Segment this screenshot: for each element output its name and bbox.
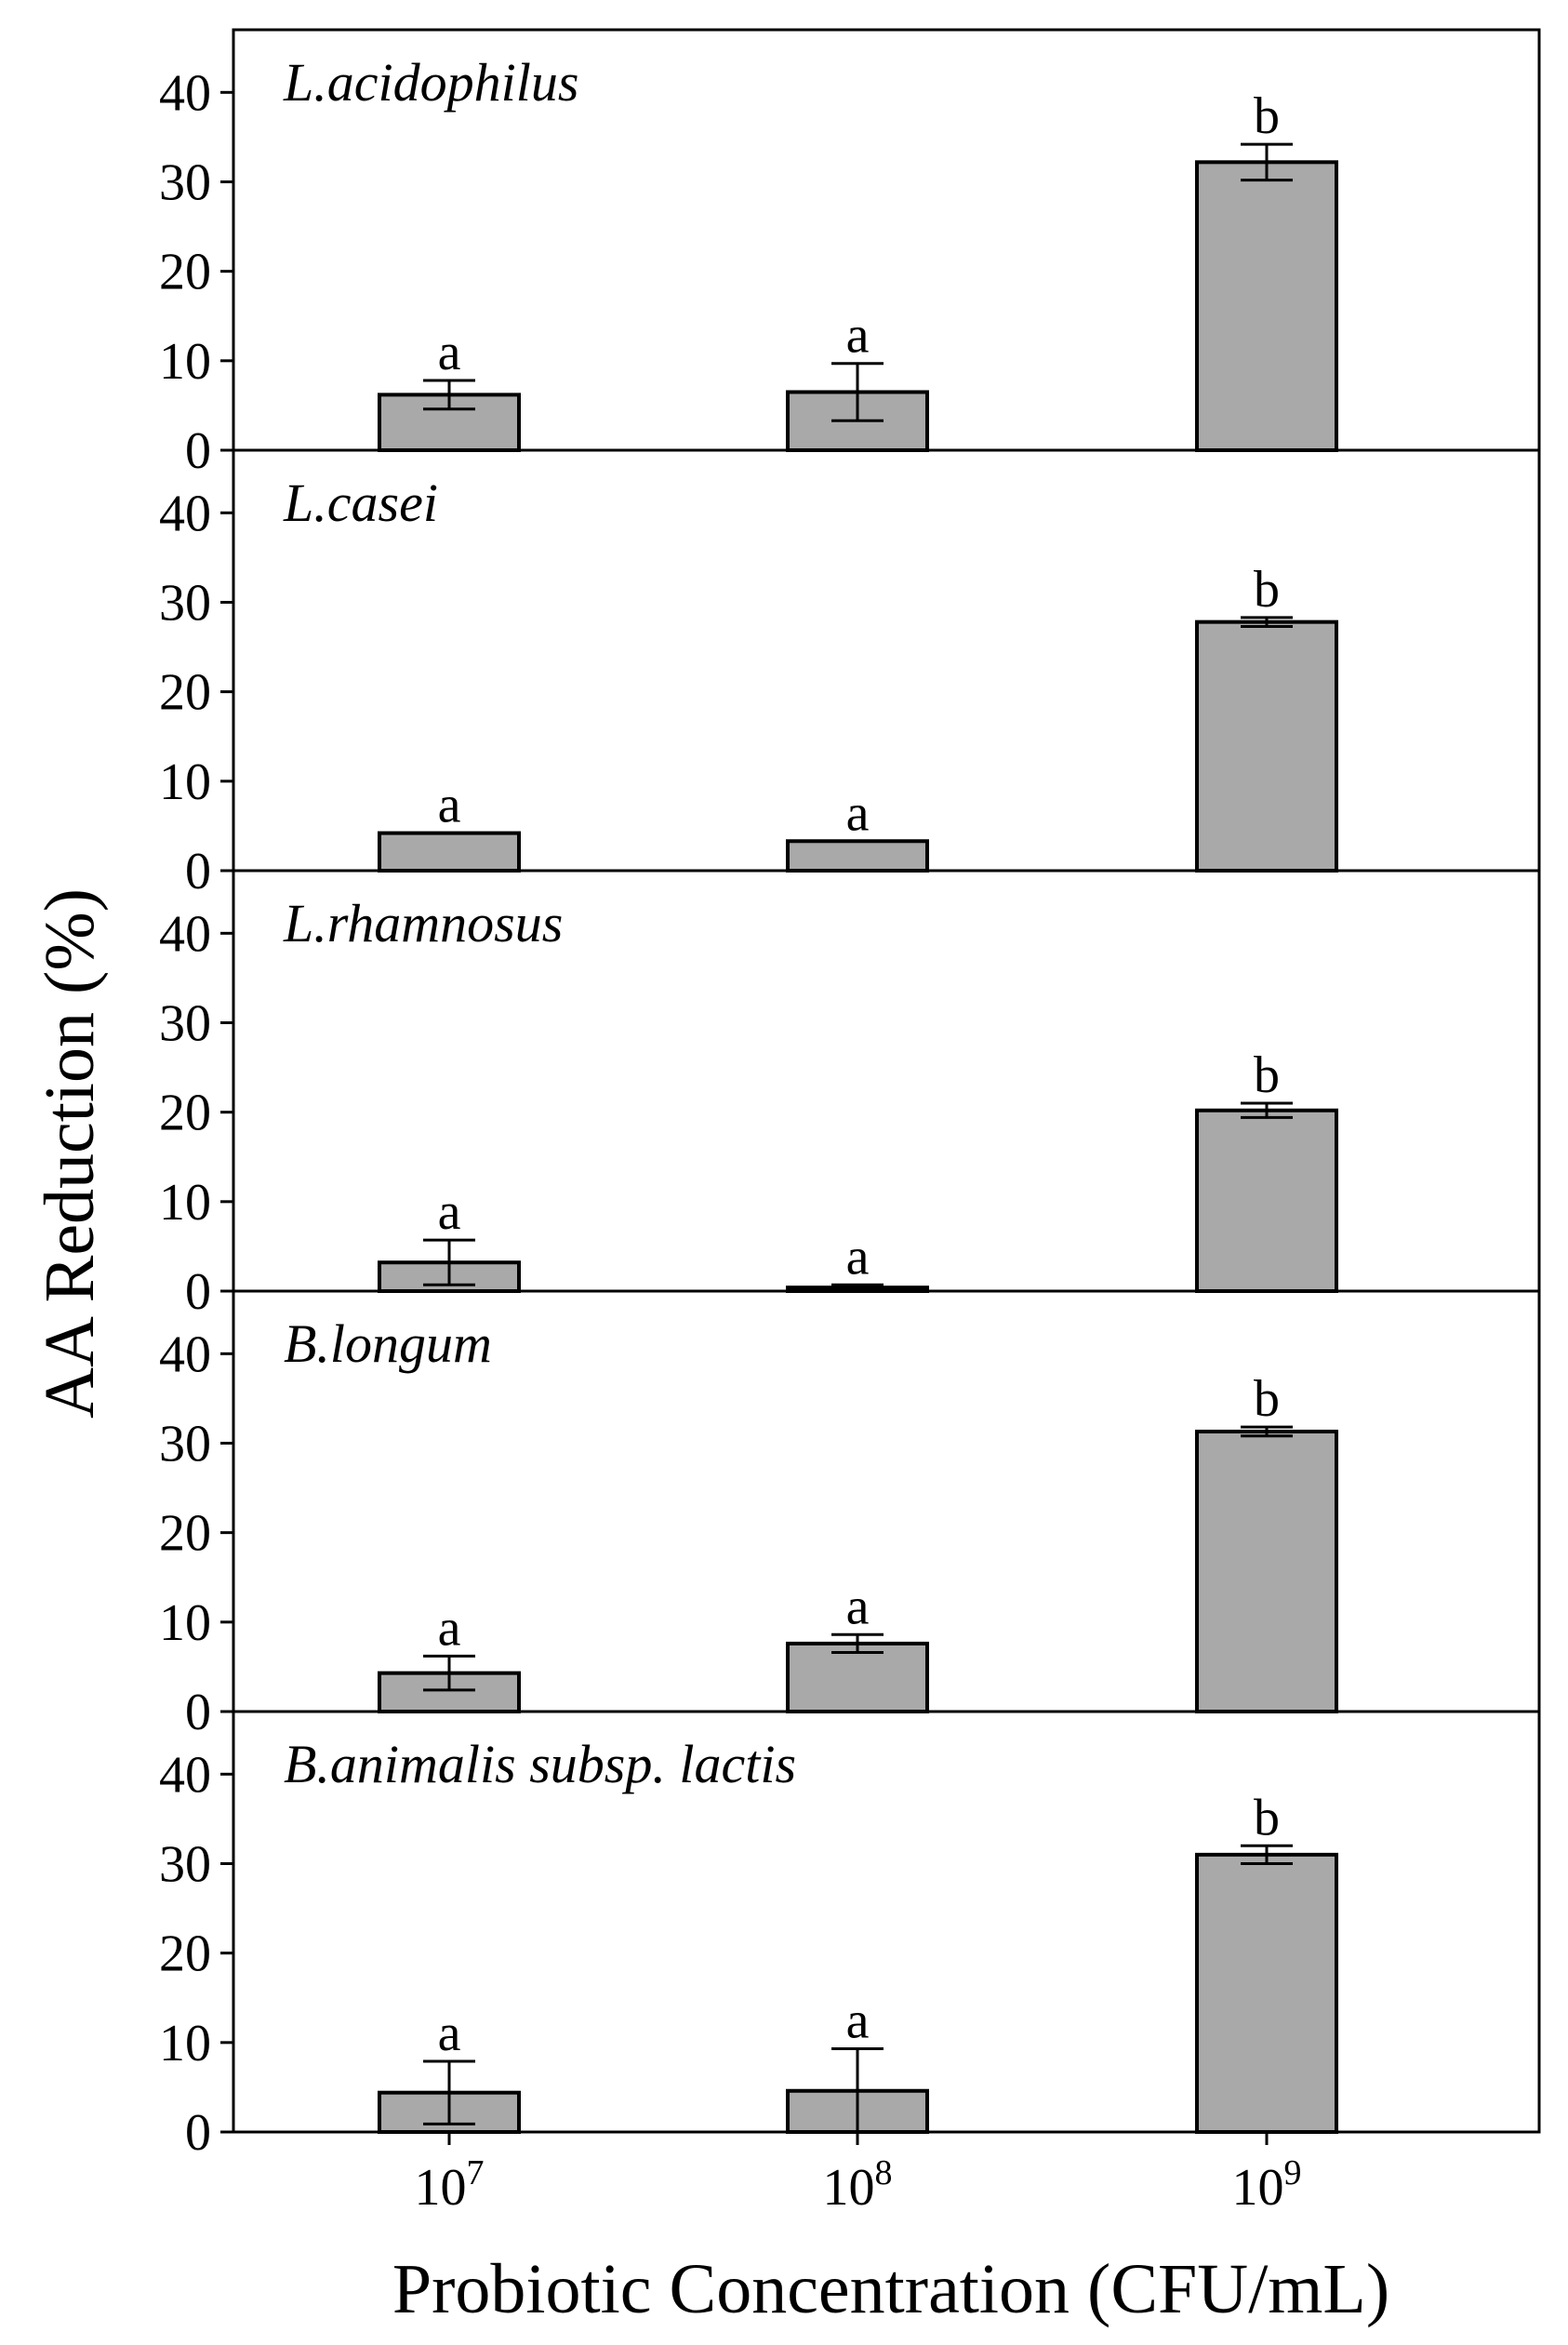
- y-tick-label: 20: [159, 1085, 211, 1142]
- panel-2: 0 10 20 30 40 L.casei a a b: [159, 448, 1541, 900]
- y-tick-label: 0: [185, 1684, 211, 1741]
- significance-label: b: [1254, 1046, 1280, 1104]
- bar: [1195, 1429, 1338, 1713]
- significance-label: a: [438, 324, 461, 381]
- panel-4: 0 10 20 30 40 B.longum a a b: [159, 1289, 1541, 1741]
- significance-label: a: [846, 1992, 870, 2050]
- panel-species-label: L.rhamnosus: [283, 893, 563, 953]
- bar: [1195, 620, 1338, 873]
- significance-label: a: [438, 777, 461, 834]
- y-tick-label: 10: [159, 1174, 211, 1232]
- panel-1: 0 10 20 30 40 L.acidophilus a a b: [159, 28, 1541, 480]
- y-tick-label: 10: [159, 753, 211, 811]
- y-tick-label: 40: [159, 905, 211, 963]
- x-axis-title: Probiotic Concentration (CFU/mL): [392, 2250, 1389, 2328]
- y-tick-label: 20: [159, 1925, 211, 1983]
- x-tick-label: 109: [1232, 2153, 1302, 2217]
- significance-label: a: [438, 1599, 461, 1657]
- y-tick-label: 0: [185, 843, 211, 900]
- bar: [1195, 1852, 1338, 2134]
- significance-label: a: [846, 1228, 870, 1286]
- y-tick-label: 40: [159, 1746, 211, 1804]
- panel-5: 0 10 20 30 40 B.animalis subsp. lactis a a b: [159, 1710, 1541, 2162]
- y-tick-label: 20: [159, 244, 211, 301]
- y-tick-label: 30: [159, 994, 211, 1052]
- bar: [378, 831, 521, 873]
- y-tick-label: 20: [159, 664, 211, 722]
- y-tick-label: 20: [159, 1505, 211, 1563]
- significance-label: a: [438, 1183, 461, 1241]
- significance-label: b: [1254, 1370, 1280, 1428]
- significance-label: a: [846, 307, 870, 365]
- panel-3: 0 10 20 30 40 L.rhamnosus a a b: [159, 869, 1541, 1321]
- y-tick-label: 0: [185, 1263, 211, 1321]
- y-tick-label: 30: [159, 574, 211, 632]
- panel-species-label: L.acidophilus: [283, 52, 578, 113]
- significance-label: b: [1254, 87, 1280, 145]
- y-tick-label: 0: [185, 2104, 211, 2162]
- y-tick-label: 40: [159, 485, 211, 542]
- y-tick-label: 40: [159, 64, 211, 122]
- x-tick-label: 107: [415, 2153, 485, 2217]
- significance-label: b: [1254, 561, 1280, 619]
- significance-label: b: [1254, 1789, 1280, 1846]
- y-axis-title: AA Reduction (%): [31, 888, 109, 1419]
- panel-species-label: L.casei: [283, 473, 438, 533]
- bar: [786, 839, 929, 873]
- y-tick-label: 40: [159, 1326, 211, 1383]
- panel-species-label: B.animalis subsp. lactis: [284, 1734, 796, 1794]
- y-tick-label: 10: [159, 1594, 211, 1652]
- x-tick-label: 108: [823, 2153, 893, 2217]
- y-tick-label: 30: [159, 1415, 211, 1472]
- significance-label: a: [438, 2005, 461, 2062]
- y-tick-label: 30: [159, 153, 211, 211]
- y-tick-label: 10: [159, 333, 211, 391]
- y-tick-label: 0: [185, 422, 211, 480]
- y-tick-label: 10: [159, 2015, 211, 2072]
- significance-label: a: [846, 784, 870, 842]
- x-axis: 107 108 109: [415, 2132, 1302, 2217]
- bar: [1195, 1108, 1338, 1294]
- bar: [1195, 160, 1338, 452]
- panel-species-label: B.longum: [284, 1313, 492, 1374]
- y-tick-label: 30: [159, 1835, 211, 1893]
- panels-layer: 0 10 20 30 40 L.acidophilus a a b 0 10 20 30 40 L.case…: [159, 28, 1541, 2162]
- significance-label: a: [846, 1578, 870, 1635]
